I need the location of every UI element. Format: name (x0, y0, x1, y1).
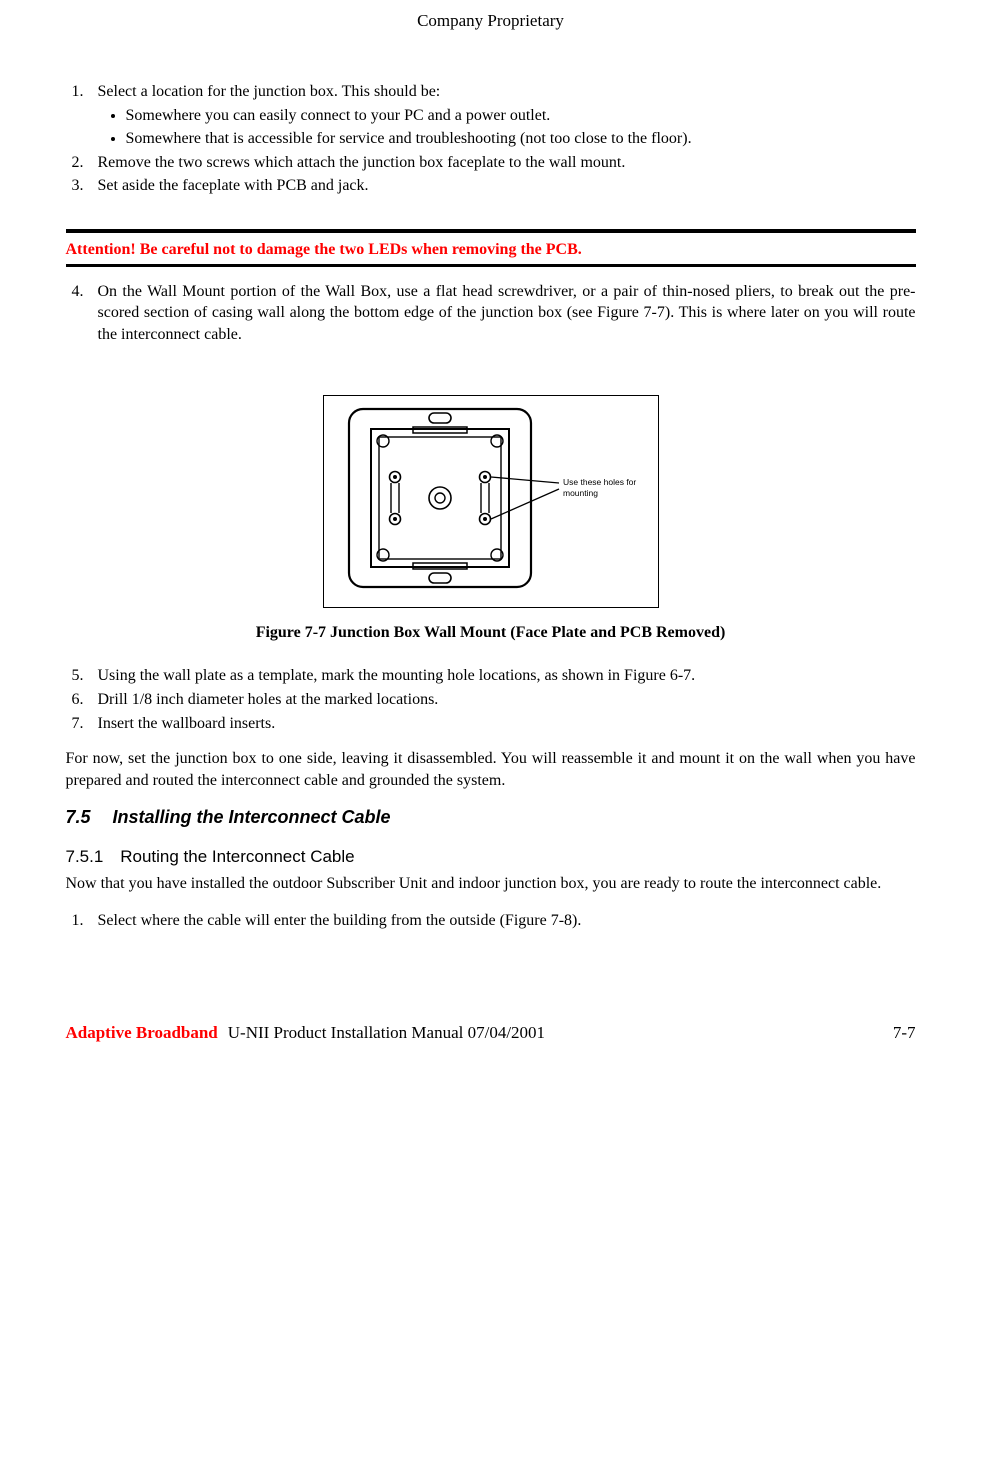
junction-box-diagram: Use these holes for mounting (331, 403, 651, 593)
step-7: Insert the wallboard inserts. (88, 713, 916, 735)
attention-label: Attention! (66, 241, 136, 258)
footer-left: Adaptive Broadband U-NII Product Install… (66, 1022, 546, 1045)
step-2: Remove the two screws which attach the j… (88, 152, 916, 174)
page-footer: Adaptive Broadband U-NII Product Install… (66, 1022, 916, 1045)
step-6: Drill 1/8 inch diameter holes at the mar… (88, 689, 916, 711)
footer-brand: Adaptive Broadband (66, 1022, 218, 1045)
attention-rule: Attention! Be careful not to damage the … (66, 229, 916, 267)
subsection-heading: 7.5.1 Routing the Interconnect Cable (66, 846, 916, 869)
routing-step-1: Select where the cable will enter the bu… (88, 910, 916, 932)
footer-page-number: 7-7 (893, 1022, 916, 1045)
step-4: On the Wall Mount portion of the Wall Bo… (88, 281, 916, 346)
subsection-title: Routing the Interconnect Cable (120, 847, 354, 866)
subsection-intro: Now that you have installed the outdoor … (66, 873, 916, 895)
step-1-bullet-2: Somewhere that is accessible for service… (126, 128, 916, 150)
figure-annotation-line2: mounting (563, 488, 598, 498)
attention-text: Be careful not to damage the two LEDs wh… (136, 241, 582, 258)
step-1-bullets: Somewhere you can easily connect to your… (98, 105, 916, 150)
section-title: Installing the Interconnect Cable (113, 807, 391, 827)
classification-header: Company Proprietary (66, 10, 916, 33)
closing-paragraph: For now, set the junction box to one sid… (66, 748, 916, 791)
step-1-bullet-1: Somewhere you can easily connect to your… (126, 105, 916, 127)
step-3: Set aside the faceplate with PCB and jac… (88, 175, 916, 197)
figure-7-7: Use these holes for mounting (66, 395, 916, 608)
section-number: 7.5 (66, 805, 108, 829)
figure-frame: Use these holes for mounting (323, 395, 659, 608)
steps-list-3: Using the wall plate as a template, mark… (66, 665, 916, 734)
section-heading: 7.5 Installing the Interconnect Cable (66, 805, 916, 829)
figure-annotation-line1: Use these holes for (563, 477, 636, 487)
subsection-number: 7.5.1 (66, 846, 116, 869)
steps-list-1: Select a location for the junction box. … (66, 81, 916, 197)
figure-caption: Figure 7-7 Junction Box Wall Mount (Face… (66, 622, 916, 644)
step-1-text: Select a location for the junction box. … (98, 83, 441, 100)
footer-title: U-NII Product Installation Manual 07/04/… (228, 1022, 545, 1045)
attention-box: Attention! Be careful not to damage the … (66, 236, 916, 267)
steps-list-4: Select where the cable will enter the bu… (66, 910, 916, 932)
step-5: Using the wall plate as a template, mark… (88, 665, 916, 687)
steps-list-2: On the Wall Mount portion of the Wall Bo… (66, 281, 916, 346)
step-1: Select a location for the junction box. … (88, 81, 916, 150)
